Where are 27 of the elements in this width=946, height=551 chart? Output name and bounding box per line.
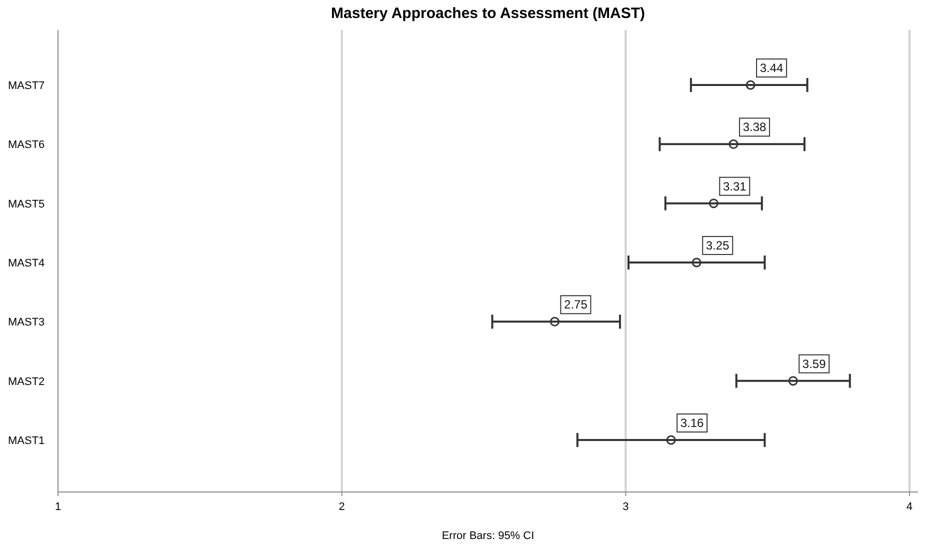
data-label: 3.59 (802, 356, 826, 371)
point (666, 435, 676, 445)
x-tick-label: 3 (622, 501, 629, 513)
y-tick-label: MAST2 (8, 376, 45, 388)
chart-title: Mastery Approaches to Assessment (MAST) (331, 5, 645, 22)
point (728, 139, 738, 149)
x-tick-label: 1 (54, 501, 62, 513)
y-tick-label: MAST3 (8, 316, 45, 329)
point (746, 80, 756, 90)
data-label: 3.31 (722, 179, 747, 194)
point (550, 316, 560, 326)
text: Error Bars: 95% CI (442, 530, 534, 542)
point (692, 258, 702, 268)
data-label: 3.16 (680, 416, 704, 430)
y-tick-label: MAST5 (8, 198, 45, 210)
y-tick-label: MAST4 (8, 258, 45, 270)
x-tick-label: 2 (338, 501, 345, 513)
point (788, 376, 798, 386)
data-label: 3.44 (760, 61, 784, 75)
x-tick-label: 4 (906, 501, 913, 513)
data-label: 2.75 (564, 298, 588, 312)
y-tick-label: MAST1 (8, 435, 45, 447)
y-tick-label: MAST6 (8, 139, 45, 152)
data-label: 3.25 (706, 238, 730, 252)
point (708, 198, 718, 208)
y-tick-label: MAST7 (8, 80, 45, 92)
data-label: 3.38 (742, 120, 767, 134)
